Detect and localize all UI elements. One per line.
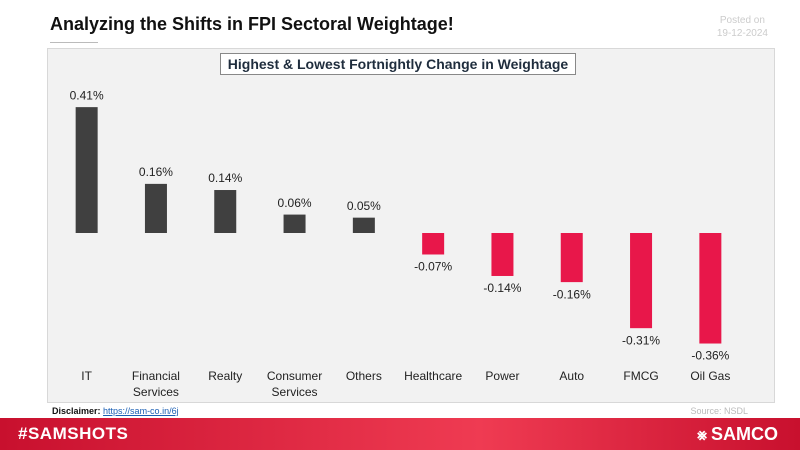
value-label: 0.14% (208, 171, 242, 185)
page-title: Analyzing the Shifts in FPI Sectoral Wei… (50, 14, 454, 34)
value-label: 0.16% (139, 165, 173, 179)
bar (560, 233, 583, 283)
category-label: Others (345, 369, 382, 383)
category-label: Healthcare (404, 369, 463, 383)
footer-bar (0, 418, 800, 450)
category-label: FMCG (623, 369, 659, 383)
disclaimer-link[interactable]: https://sam-co.in/6j (103, 406, 179, 416)
posted-date: 19-12-2024 (716, 28, 768, 39)
posted-info: Posted on 19-12-2024 (717, 14, 768, 40)
bar (144, 183, 167, 233)
posted-label: Posted on (719, 15, 765, 26)
category-label: Realty (208, 369, 243, 383)
category-label: Consumer Services (266, 369, 323, 399)
chart-area (47, 48, 775, 403)
value-label: 0.06% (278, 196, 312, 210)
disclaimer: Disclaimer: https://sam-co.in/6j (52, 406, 179, 416)
brand-name: SAMCO (711, 424, 778, 444)
value-label: 0.41% (70, 88, 104, 102)
category-label: Power (485, 369, 520, 383)
brand: ⨳ SAMCO (697, 424, 778, 445)
category-label: Oil Gas (690, 369, 731, 383)
category-label: Auto (559, 369, 585, 383)
title-rule (50, 42, 98, 43)
brand-logo: ⨳ (697, 427, 707, 444)
bar (491, 233, 514, 276)
source: Source: NSDL (690, 406, 748, 416)
value-label: 0.05% (347, 199, 381, 213)
bar (352, 217, 375, 233)
bar (699, 233, 722, 344)
chart-title: Highest & Lowest Fortnightly Change in W… (220, 53, 576, 75)
hashtag: #SAMSHOTS (18, 424, 129, 443)
category-label: IT (81, 369, 92, 383)
bar (283, 214, 306, 233)
value-label: -0.14% (483, 281, 521, 295)
bar (214, 190, 237, 233)
value-label: -0.07% (414, 260, 452, 274)
category-label: Financial Services (131, 369, 180, 399)
bar (75, 107, 98, 233)
value-label: -0.16% (553, 287, 591, 301)
value-label: -0.31% (622, 333, 660, 347)
disclaimer-label: Disclaimer: (52, 406, 101, 416)
bar (422, 233, 445, 255)
value-label: -0.36% (691, 349, 729, 363)
bar (630, 233, 653, 329)
